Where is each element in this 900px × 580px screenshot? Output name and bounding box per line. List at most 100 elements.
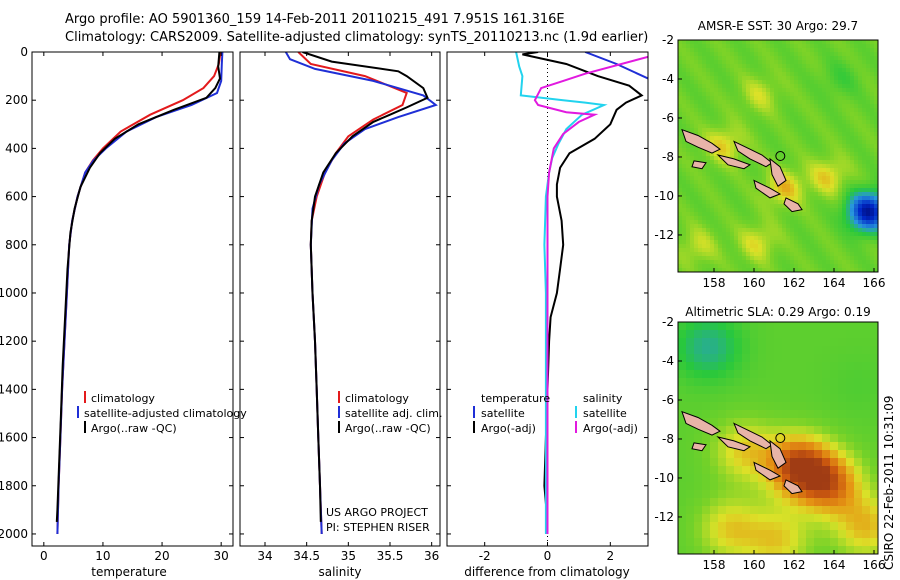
map-cell: [698, 124, 703, 129]
map-cell: [690, 52, 695, 57]
map-cell: [710, 434, 719, 443]
map-cell: [678, 188, 683, 193]
map-cell: [694, 490, 703, 499]
map-cell: [838, 136, 843, 141]
map-cell: [766, 450, 775, 459]
map-cell: [806, 40, 811, 45]
map-cell: [718, 44, 723, 49]
map-cell: [846, 498, 855, 507]
map-cell: [766, 200, 771, 205]
map-cell: [858, 132, 863, 137]
map-cell: [794, 200, 799, 205]
map-cell: [702, 474, 711, 483]
map-cell: [846, 44, 851, 49]
map-cell: [798, 450, 807, 459]
map-cell: [846, 346, 855, 355]
map-cell: [846, 40, 851, 45]
map-cell: [738, 236, 743, 241]
map-cell: [846, 538, 855, 547]
map-cell: [826, 268, 831, 272]
map-cell: [874, 224, 878, 229]
map-cell: [858, 72, 863, 77]
map-cell: [850, 44, 855, 49]
map-cell: [854, 72, 859, 77]
map-cell: [702, 76, 707, 81]
map-cell: [790, 164, 795, 169]
map-cell: [754, 172, 759, 177]
map-cell: [726, 450, 735, 459]
map-cell: [726, 220, 731, 225]
map-cell: [802, 192, 807, 197]
legend-label-argo: Argo(..raw -QC): [345, 422, 431, 435]
map-cell: [730, 84, 735, 89]
map-cell: [794, 244, 799, 249]
map-cell: [730, 220, 735, 225]
map-cell: [814, 84, 819, 89]
map-cell: [818, 228, 823, 233]
map-cell: [682, 100, 687, 105]
map-cell: [758, 68, 763, 73]
map-cell: [730, 212, 735, 217]
map-cell: [846, 112, 851, 117]
map-cell: [818, 168, 823, 173]
map-cell: [866, 112, 871, 117]
map-cell: [746, 196, 751, 201]
map-cell: [718, 474, 727, 483]
map-cell: [870, 48, 875, 53]
map-cell: [734, 216, 739, 221]
map-cell: [806, 160, 811, 165]
map-cell: [822, 490, 831, 499]
map-cell: [722, 212, 727, 217]
map-cell: [870, 362, 878, 371]
map-cell: [782, 402, 791, 411]
map-cell: [686, 498, 695, 507]
map-cell: [702, 200, 707, 205]
map-cell: [874, 204, 878, 209]
map-cell: [846, 418, 855, 427]
map-cell: [850, 240, 855, 245]
map-cell: [738, 204, 743, 209]
map-cell: [750, 252, 755, 257]
map-cell: [802, 188, 807, 193]
map-cell: [702, 204, 707, 209]
map-cell: [766, 152, 771, 157]
map-cell: [806, 96, 811, 101]
map-cell: [826, 244, 831, 249]
map-cell: [822, 196, 827, 201]
map-cell: [722, 236, 727, 241]
map-cell: [802, 72, 807, 77]
map-cell: [694, 228, 699, 233]
map-cell: [810, 188, 815, 193]
map-cell: [874, 248, 878, 253]
map-cell: [734, 112, 739, 117]
map-cell: [870, 450, 878, 459]
map-cell: [782, 418, 791, 427]
map-cell: [818, 140, 823, 145]
map-cell: [742, 204, 747, 209]
map-cell: [750, 530, 759, 539]
map-cell: [862, 184, 867, 189]
map-cell: [678, 338, 687, 347]
map-cell: [834, 68, 839, 73]
map-cell: [838, 378, 847, 387]
map-cell: [786, 160, 791, 165]
map-cell: [694, 240, 699, 245]
map-cell: [698, 252, 703, 257]
map-cell: [854, 184, 859, 189]
map-cell: [682, 212, 687, 217]
map-cell: [822, 176, 827, 181]
map-cell: [690, 208, 695, 213]
map-cell: [814, 506, 823, 515]
map-cell: [690, 104, 695, 109]
map-cell: [718, 68, 723, 73]
map-cell: [830, 132, 835, 137]
map-cell: [870, 410, 878, 419]
map-cell: [870, 224, 875, 229]
map-cell: [746, 244, 751, 249]
map-cell: [766, 244, 771, 249]
map-cell: [830, 120, 835, 125]
map-cell: [698, 128, 703, 133]
map-cell: [862, 112, 867, 117]
map-cell: [718, 140, 723, 145]
map-cell: [870, 72, 875, 77]
